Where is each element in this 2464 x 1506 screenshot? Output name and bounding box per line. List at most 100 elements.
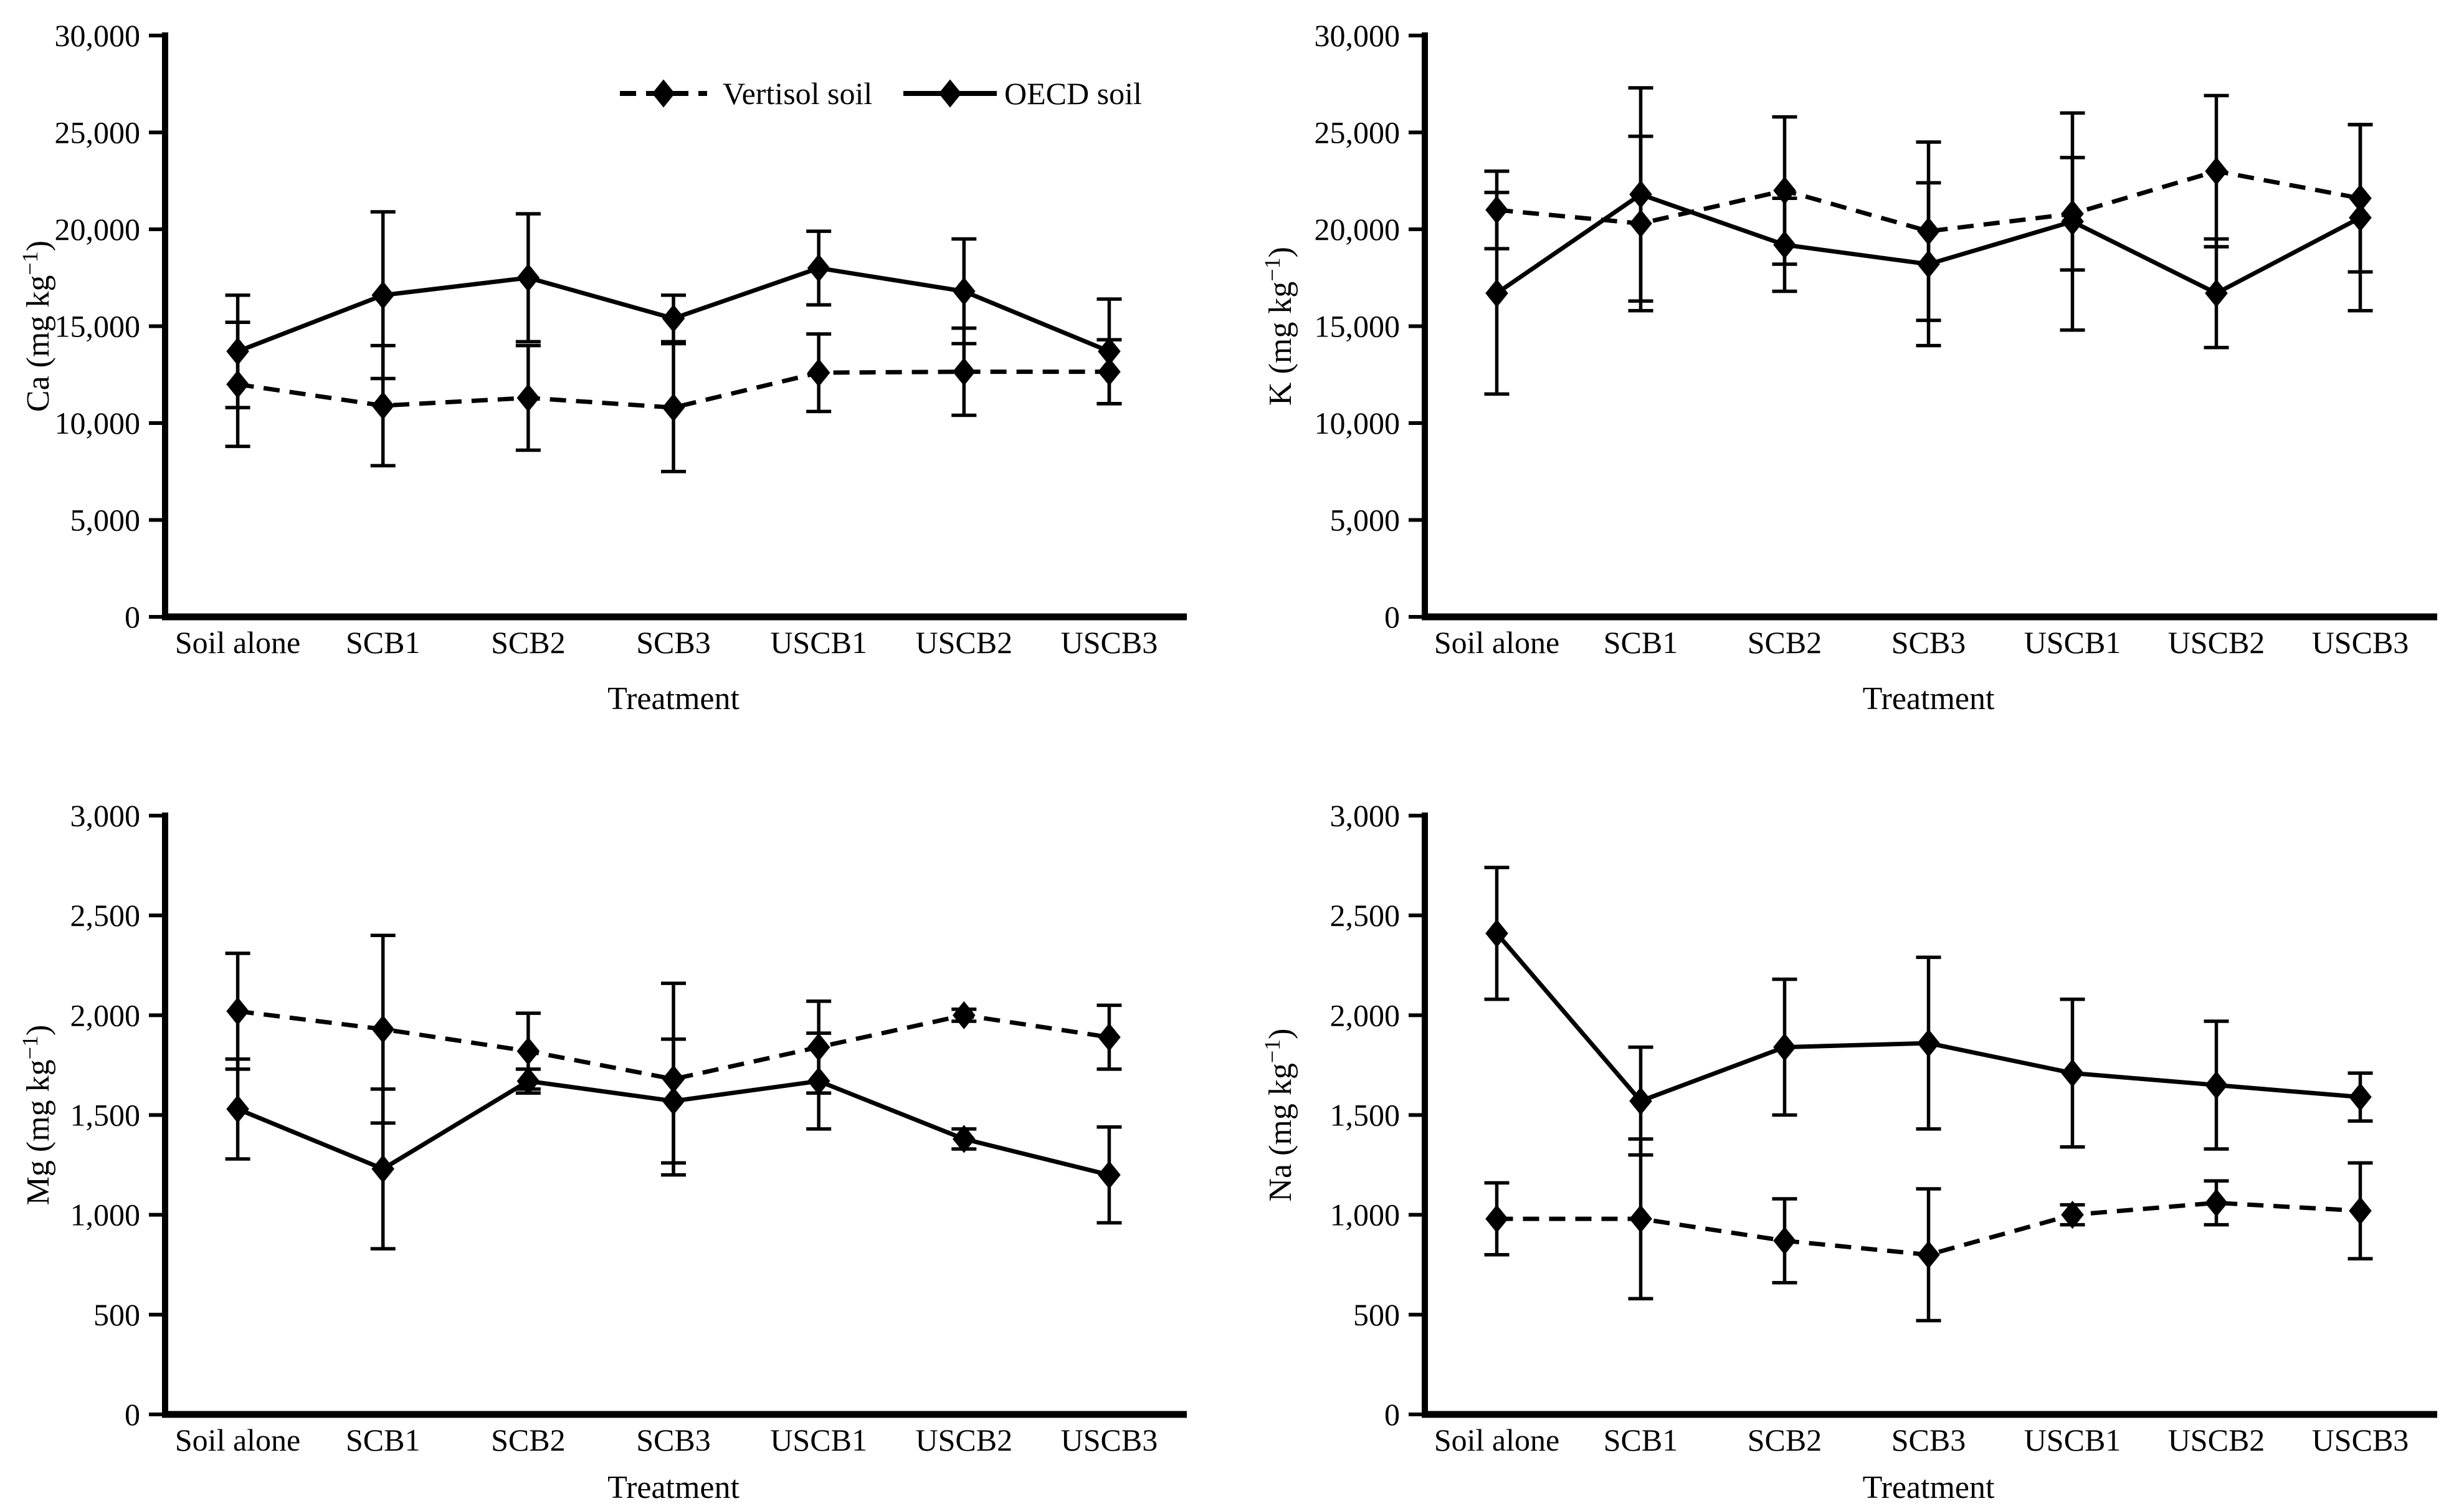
data-point-diamond-icon <box>371 281 395 310</box>
y-tick-label: 30,000 <box>55 18 141 53</box>
data-point-diamond-icon <box>1485 279 1508 308</box>
chart-na: 0 500 1,000 1,500 2,000 2,500 3,000 Soil alone S… <box>1260 798 2437 1505</box>
y-tick-label: 2,500 <box>1330 898 1401 933</box>
data-point-diamond-icon <box>2061 207 2084 236</box>
y-tick-label: 20,000 <box>55 212 141 247</box>
x-axis-label: Treatment <box>607 681 740 717</box>
y-axis-label: Na (mg kg−1) <box>1260 1028 1298 1201</box>
legend-label: Vertisol soil <box>723 76 872 111</box>
data-point-diamond-icon <box>1098 1161 1121 1189</box>
y-tick-label: 0 <box>125 1397 140 1432</box>
x-category-label: USCB2 <box>915 625 1012 660</box>
x-category-label: USCB1 <box>2024 1423 2121 1457</box>
data-point-diamond-icon <box>1917 1241 1940 1269</box>
y-tick-label: 15,000 <box>1315 309 1401 344</box>
x-category-label: SCB2 <box>491 1423 566 1457</box>
data-point-diamond-icon <box>953 357 976 386</box>
data-point-diamond-icon <box>1485 196 1508 224</box>
data-point-diamond-icon <box>953 1125 976 1153</box>
legend-diamond-icon <box>938 79 962 108</box>
x-category-label: Soil alone <box>1434 1423 1559 1457</box>
x-category-label: SCB1 <box>346 1423 421 1457</box>
x-category-label: SCB3 <box>1891 1423 1966 1457</box>
y-tick-label: 10,000 <box>1315 406 1401 441</box>
y-axis-label: Mg (mg kg−1) <box>17 1025 56 1206</box>
x-category-label: SCB1 <box>346 625 421 660</box>
data-point-diamond-icon <box>807 1032 830 1062</box>
x-category-label: USCB1 <box>2024 625 2121 660</box>
data-point-diamond-icon <box>1917 217 1940 245</box>
y-tick-label: 3,000 <box>70 798 141 833</box>
x-category-label: USCB2 <box>2168 1423 2265 1457</box>
panel-ca: 0 5,000 10,000 15,000 20,000 25,000 30,000 Soil… <box>0 0 1232 753</box>
x-category-label: USCB3 <box>1061 1423 1158 1457</box>
data-point-diamond-icon <box>1098 1022 1121 1052</box>
data-point-diamond-icon <box>1629 1204 1652 1233</box>
x-axis-label: Treatment <box>1863 681 1995 717</box>
x-category-label: SCB3 <box>636 1423 711 1457</box>
data-point-diamond-icon <box>807 1067 830 1095</box>
x-category-label: SCB1 <box>1604 625 1678 660</box>
data-point-diamond-icon <box>1485 919 1508 948</box>
y-tick-label: 2,500 <box>70 898 141 933</box>
x-category-label: USCB3 <box>2312 625 2409 660</box>
x-category-label: USCB2 <box>915 1423 1012 1457</box>
data-point-diamond-icon <box>516 264 540 292</box>
data-point-diamond-icon <box>1098 357 1121 386</box>
data-point-diamond-icon <box>371 1155 395 1183</box>
x-axis-label: Treatment <box>607 1470 740 1505</box>
x-category-label: SCB2 <box>1748 1423 1822 1457</box>
data-point-diamond-icon <box>1629 1087 1652 1115</box>
x-category-label: USCB1 <box>770 1423 867 1457</box>
data-point-diamond-icon <box>516 383 540 412</box>
data-point-diamond-icon <box>1773 176 1796 205</box>
x-category-label: SCB3 <box>636 625 711 660</box>
y-tick-label: 25,000 <box>55 115 141 150</box>
data-point-diamond-icon <box>953 1001 976 1029</box>
y-axis-label: K (mg kg−1) <box>1260 247 1298 406</box>
data-point-diamond-icon <box>1917 1029 1940 1057</box>
x-category-label: USCB1 <box>770 625 867 660</box>
data-point-diamond-icon <box>226 1095 249 1123</box>
data-point-diamond-icon <box>662 1087 685 1115</box>
y-tick-label: 0 <box>1384 1397 1400 1432</box>
data-point-diamond-icon <box>1098 337 1121 366</box>
data-point-diamond-icon <box>2061 1059 2084 1087</box>
y-tick-label: 500 <box>93 1297 140 1332</box>
chart-mg: 0 500 1,000 1,500 2,000 2,500 3,000 Soil alone S… <box>17 798 1187 1505</box>
data-point-diamond-icon <box>1773 1226 1796 1255</box>
x-category-label: SCB1 <box>1604 1423 1678 1457</box>
y-tick-label: 500 <box>1353 1297 1400 1332</box>
x-category-label: SCB3 <box>1891 625 1966 660</box>
y-tick-label: 10,000 <box>55 406 141 441</box>
y-tick-label: 25,000 <box>1315 115 1401 150</box>
y-tick-label: 5,000 <box>70 503 141 538</box>
y-tick-label: 30,000 <box>1315 18 1401 53</box>
data-point-diamond-icon <box>1773 1032 1796 1062</box>
data-point-diamond-icon <box>226 370 249 399</box>
legend-label: OECD soil <box>1004 76 1142 111</box>
data-point-diamond-icon <box>2205 279 2228 308</box>
data-point-diamond-icon <box>2205 157 2228 186</box>
data-point-diamond-icon <box>516 1037 540 1065</box>
y-tick-label: 2,000 <box>1330 998 1401 1032</box>
x-category-label: USCB3 <box>2312 1423 2409 1457</box>
y-tick-label: 1,000 <box>70 1198 141 1232</box>
x-category-label: Soil alone <box>1434 625 1559 660</box>
chart-ca: 0 5,000 10,000 15,000 20,000 25,000 30,000 Soil… <box>17 18 1187 717</box>
y-tick-label: 5,000 <box>1330 503 1401 538</box>
data-point-diamond-icon <box>371 391 395 420</box>
data-point-diamond-icon <box>2349 203 2372 232</box>
y-tick-label: 1,000 <box>1330 1198 1401 1232</box>
y-tick-label: 1,500 <box>70 1098 141 1133</box>
y-tick-label: 0 <box>1384 599 1400 634</box>
data-point-diamond-icon <box>662 304 685 333</box>
data-point-diamond-icon <box>516 1067 540 1095</box>
data-point-diamond-icon <box>371 1015 395 1044</box>
data-point-diamond-icon <box>662 393 685 422</box>
panel-mg: 0 500 1,000 1,500 2,000 2,500 3,000 Soil alone S… <box>0 753 1232 1506</box>
y-tick-label: 2,000 <box>70 998 141 1032</box>
y-tick-label: 15,000 <box>55 309 141 344</box>
data-point-diamond-icon <box>2349 1196 2372 1225</box>
